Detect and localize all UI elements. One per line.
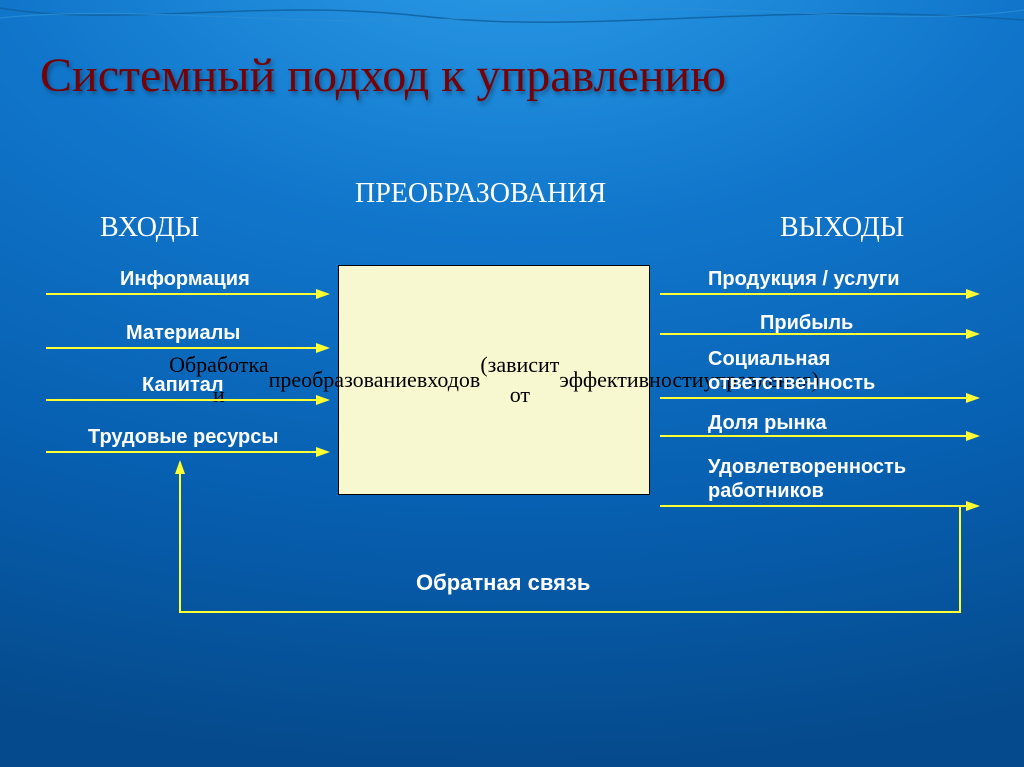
output-label: Удовлетворенность [708, 456, 906, 479]
heading-outputs: ВЫХОДЫ [780, 212, 904, 244]
output-label: Доля рынка [708, 412, 827, 435]
heading-inputs: ВХОДЫ [100, 212, 199, 244]
heading-transform: ПРЕОБРАЗОВАНИЯ [355, 178, 606, 210]
feedback-label: Обратная связь [416, 570, 590, 596]
slide-title: Системный подход к управлению [40, 48, 726, 103]
input-label: Капитал [142, 374, 224, 397]
output-label: ответственность [708, 372, 875, 395]
output-label: работников [708, 480, 824, 503]
center-process-box: Обработка ипреобразованиевходов(зависит … [338, 265, 650, 495]
output-label: Прибыль [760, 312, 853, 335]
input-label: Информация [120, 268, 250, 291]
input-label: Материалы [126, 322, 240, 345]
output-label: Продукция / услуги [708, 268, 899, 291]
input-label: Трудовые ресурсы [88, 426, 278, 449]
output-label: Социальная [708, 348, 830, 371]
